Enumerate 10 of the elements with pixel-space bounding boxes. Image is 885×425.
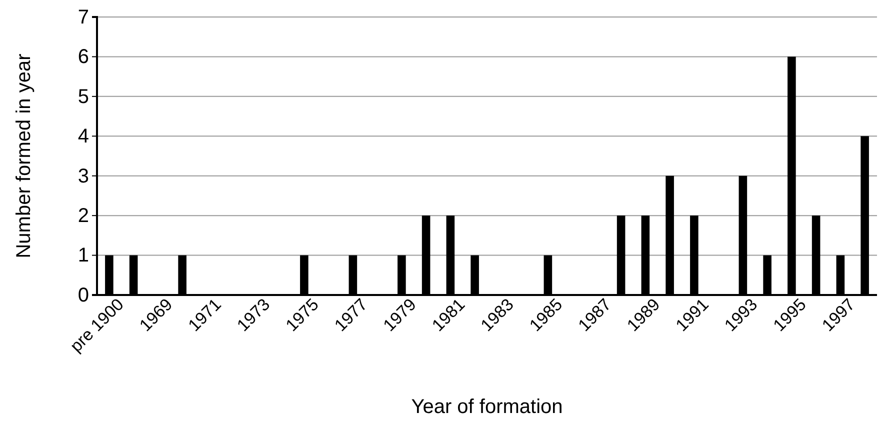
y-tick-label: 1 (78, 244, 89, 267)
y-tick-label: 5 (78, 86, 89, 108)
y-tick-label: 0 (78, 284, 89, 306)
y-axis-title: Number formed in year (13, 53, 35, 258)
y-tick-label: 3 (78, 165, 89, 188)
y-tick-label: 2 (78, 204, 89, 227)
y-tick-label: 6 (78, 46, 89, 68)
y-tick-label: 4 (78, 126, 89, 148)
y-tick-label: 7 (78, 6, 89, 28)
x-axis-title: Year of formation (411, 396, 563, 418)
